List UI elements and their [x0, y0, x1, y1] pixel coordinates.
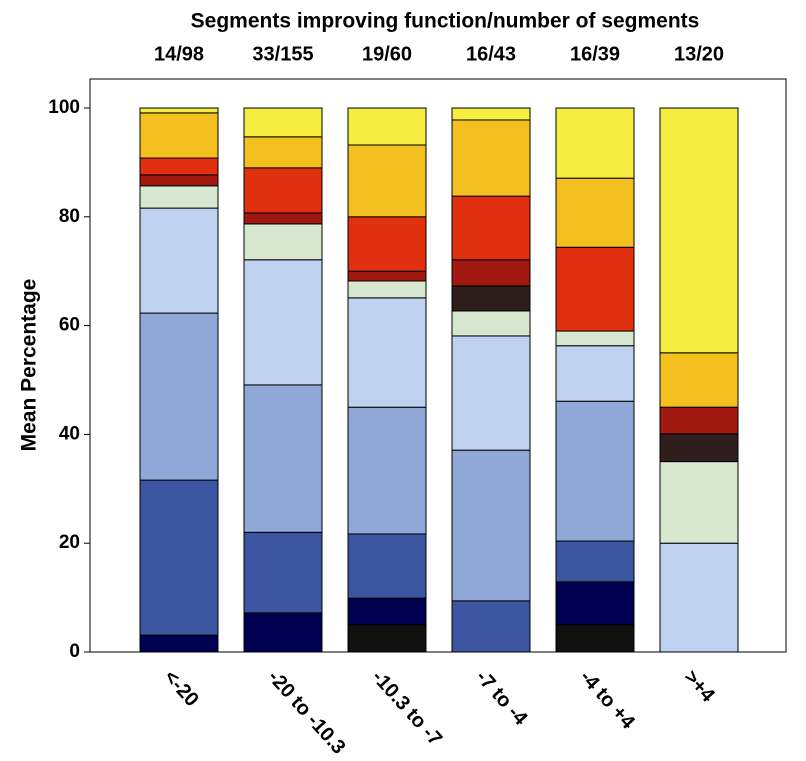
- x-tick-label: >+4: [679, 666, 719, 707]
- bar-segment: [451, 259, 531, 287]
- bar-segment: [451, 285, 531, 312]
- bar-segment: [451, 310, 531, 337]
- bar-segment: [555, 107, 635, 179]
- bar-segment: [139, 185, 219, 209]
- bar-segment: [243, 212, 323, 225]
- bar-segment: [139, 479, 219, 636]
- bar-segment: [243, 107, 323, 138]
- x-tick-label: -7 to -4: [471, 666, 532, 730]
- bar-segment: [243, 167, 323, 214]
- bar-segment: [451, 107, 531, 121]
- x-tick-label: -20 to -10.3: [263, 666, 349, 758]
- bar-segment: [555, 345, 635, 402]
- bar-segment: [139, 157, 219, 176]
- bar-segment: [347, 297, 427, 408]
- bar-segment: [347, 533, 427, 599]
- bar-segment: [451, 600, 531, 653]
- bar-segment: [555, 330, 635, 347]
- bar-segment: [243, 384, 323, 533]
- bar-segment: [555, 246, 635, 332]
- x-tick-label: -4 to +4: [575, 666, 639, 734]
- y-tick-label: 60: [59, 315, 80, 336]
- bar-segment: [139, 112, 219, 159]
- top-label: 14/98: [154, 43, 204, 65]
- bar-segment: [347, 216, 427, 272]
- y-tick-label: 100: [48, 97, 80, 118]
- bar-segment: [243, 612, 323, 653]
- y-tick-label: 40: [59, 423, 80, 444]
- bar-segment: [555, 540, 635, 583]
- bar-segment: [659, 352, 739, 408]
- bar-segment: [243, 531, 323, 614]
- bar-segment: [555, 177, 635, 248]
- bar-segment: [659, 406, 739, 435]
- chart-title: Segments improving function/number of se…: [191, 10, 700, 33]
- bar-segment: [659, 107, 739, 354]
- bar-segment: [139, 634, 219, 653]
- bar-segment: [139, 107, 219, 114]
- top-label: 33/155: [252, 43, 313, 65]
- bar-segment: [555, 400, 635, 542]
- bar-segment: [555, 581, 635, 626]
- bar-segment: [659, 461, 739, 544]
- bar-segment: [347, 270, 427, 282]
- bar-segment: [451, 449, 531, 602]
- bar-segment: [451, 195, 531, 261]
- top-label: 13/20: [674, 43, 724, 65]
- x-tick-label: <-20: [159, 666, 203, 711]
- bar-segment: [243, 259, 323, 386]
- bar-segment: [243, 136, 323, 169]
- y-tick-label: 80: [59, 206, 80, 227]
- bar-segment: [347, 107, 427, 146]
- bar-segment: [139, 207, 219, 314]
- bar-segment: [139, 174, 219, 187]
- x-tick-label: -10.3 to -7: [367, 666, 446, 750]
- bar-segment: [243, 223, 323, 261]
- bar-segment: [451, 335, 531, 451]
- bar-segment: [347, 406, 427, 535]
- y-axis-label: Mean Percentage: [18, 279, 41, 452]
- bar-segment: [139, 312, 219, 481]
- bar-segment: [659, 542, 739, 653]
- top-label: 16/39: [570, 43, 620, 65]
- bar-segment: [347, 144, 427, 218]
- bar-segment: [347, 597, 427, 626]
- y-tick-label: 0: [69, 641, 80, 662]
- bar-segment: [659, 433, 739, 463]
- bar-segment: [347, 280, 427, 299]
- plot-frame: [89, 78, 787, 653]
- top-label: 16/43: [466, 43, 516, 65]
- top-label: 19/60: [362, 43, 412, 65]
- y-tick-label: 20: [59, 532, 80, 553]
- bar-segment: [347, 624, 427, 653]
- bar-segment: [451, 119, 531, 197]
- bar-segment: [555, 624, 635, 653]
